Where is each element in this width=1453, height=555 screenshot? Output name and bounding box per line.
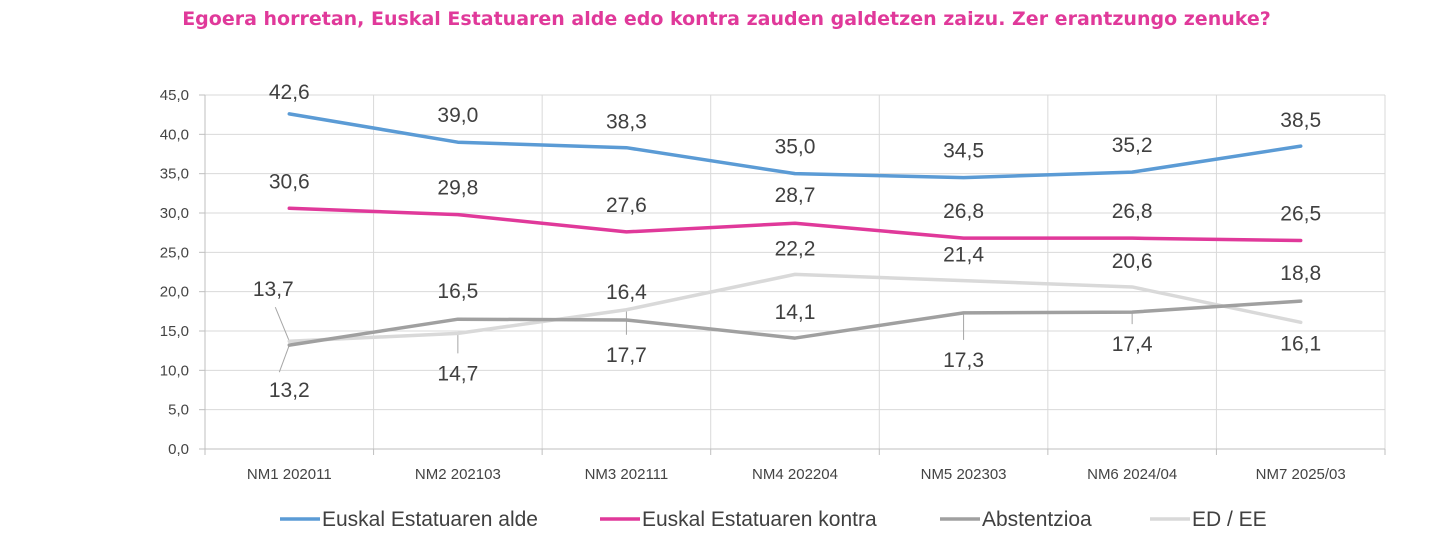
y-tick-label: 15,0 <box>160 323 189 340</box>
y-tick-label: 0,0 <box>168 441 189 458</box>
legend: Euskal Estatuaren alde Euskal Estatuaren … <box>280 508 1267 531</box>
grid <box>205 94 1386 449</box>
data-label: 39,0 <box>437 104 478 127</box>
x-tick-label: NM3 202111 <box>585 466 669 483</box>
series-line-1 <box>287 206 1303 243</box>
data-label: 18,8 <box>1280 262 1321 285</box>
data-label: 17,7 <box>606 344 647 367</box>
data-label: 29,8 <box>437 177 478 200</box>
data-label: 35,0 <box>775 136 816 159</box>
leader-line <box>274 307 290 342</box>
y-tick-label: 5,0 <box>168 402 189 419</box>
series-line-0 <box>287 112 1303 180</box>
data-label: 16,1 <box>1280 332 1321 355</box>
data-label: 27,6 <box>606 194 647 217</box>
data-label: 20,6 <box>1112 250 1153 273</box>
data-label: 28,7 <box>775 184 816 207</box>
data-label: 38,5 <box>1280 109 1321 132</box>
legend-label: Euskal Estatuaren kontra <box>642 508 877 531</box>
data-label: 42,6 <box>269 81 310 104</box>
data-label: 35,2 <box>1112 134 1153 157</box>
data-label: 34,5 <box>943 140 984 163</box>
x-tick-label: NM6 2024/04 <box>1087 466 1177 483</box>
x-tick-label: NM4 202204 <box>752 466 838 483</box>
y-tick-label: 45,0 <box>160 87 189 104</box>
series-line-3 <box>287 272 1303 343</box>
data-label: 38,3 <box>606 111 647 134</box>
data-label: 21,4 <box>943 244 984 267</box>
x-tick-label: NM5 202303 <box>921 466 1007 483</box>
leader-line <box>278 344 290 373</box>
data-label: 26,8 <box>943 200 984 223</box>
y-tick-label: 20,0 <box>160 284 189 301</box>
data-label: 22,2 <box>775 237 816 260</box>
y-tick-label: 25,0 <box>160 244 189 261</box>
data-label: 17,4 <box>1112 333 1153 356</box>
chart-title: Egoera horretan, Euskal Estatuaren alde … <box>182 8 1271 30</box>
x-tick-label: NM7 2025/03 <box>1256 466 1346 483</box>
series-lines <box>287 112 1303 347</box>
y-tick-label: 10,0 <box>160 362 189 379</box>
legend-label: Euskal Estatuaren alde <box>322 508 538 531</box>
data-label: 30,6 <box>269 170 310 193</box>
data-labels: 42,6 39,0 38,3 35,0 34,5 35,2 38,5 30,6 29,8 27,6… <box>253 81 1321 402</box>
data-label: 17,3 <box>943 349 984 372</box>
data-label: 26,8 <box>1112 200 1153 223</box>
data-label: 13,7 <box>253 278 294 301</box>
x-tick-label: NM2 202103 <box>415 466 501 483</box>
y-tick-label: 35,0 <box>160 166 189 183</box>
data-label: 13,2 <box>269 379 310 402</box>
data-label: 14,1 <box>775 301 816 324</box>
x-tick-label: NM1 202011 <box>247 466 332 483</box>
axes: 0,0 5,0 10,0 15,0 20,0 25,0 30,0 35,0 40,0 45,0 NM… <box>160 87 1386 483</box>
legend-label: ED / EE <box>1192 508 1267 531</box>
data-label: 16,4 <box>606 281 647 304</box>
y-tick-label: 40,0 <box>160 126 189 143</box>
data-label: 26,5 <box>1280 203 1321 226</box>
y-tick-label: 30,0 <box>160 205 189 222</box>
leader-lines <box>274 307 1133 373</box>
data-label: 14,7 <box>437 362 478 385</box>
data-label: 16,5 <box>437 280 478 303</box>
legend-label: Abstentzioa <box>982 508 1092 531</box>
series-line-2 <box>287 299 1303 347</box>
